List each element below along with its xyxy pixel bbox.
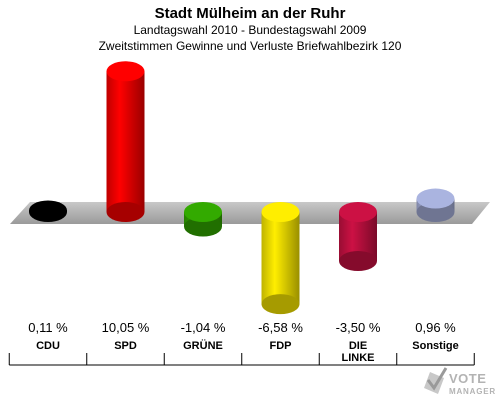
chart-subtitle-line-1: Landtagswahl 2010 - Bundestagswahl 2009 xyxy=(134,23,367,37)
vote-manager-logo: VOTE MANAGER xyxy=(424,367,496,396)
bar-0 xyxy=(29,200,67,222)
bar-1 xyxy=(106,61,145,222)
bar-2 xyxy=(184,202,222,237)
bar-bottom-cap-3 xyxy=(261,294,300,315)
category-label-4-1: LINKE xyxy=(342,352,375,364)
value-label-1: 10,05 % xyxy=(102,320,150,335)
logo-text-vote: VOTE xyxy=(449,371,486,386)
ballot-check-icon xyxy=(424,367,448,394)
bar-top-cap-2 xyxy=(184,202,222,222)
bar-body-1 xyxy=(106,71,145,212)
category-label-4-0: DIE xyxy=(349,340,367,352)
category-label-0-0: CDU xyxy=(36,340,60,352)
bar-5 xyxy=(416,188,455,222)
chart-subtitle-line-2: Zweitstimmen Gewinne und Verluste Briefw… xyxy=(99,39,402,53)
value-label-5: 0,96 % xyxy=(415,320,456,335)
category-label-1-0: SPD xyxy=(114,340,137,352)
value-labels-group: 0,11 % 10,05 % -1,04 % -6,58 % -3,50 % 0,96 % xyxy=(28,320,456,335)
bar-top-cap-3 xyxy=(261,202,300,222)
bar-top-cap-4 xyxy=(339,202,377,222)
bar-3 xyxy=(261,202,300,315)
value-label-2: -1,04 % xyxy=(181,320,226,335)
bar-4 xyxy=(339,202,377,271)
category-label-5-0: Sonstige xyxy=(412,340,458,352)
value-label-0: 0,11 % xyxy=(28,320,68,335)
bar-top-cap-5 xyxy=(416,188,455,209)
bar-bottom-cap-2 xyxy=(184,216,222,237)
logo-text-manager: MANAGER xyxy=(449,387,496,396)
chart-title: Stadt Mülheim an der Ruhr xyxy=(155,5,346,22)
bar-top-cap-1 xyxy=(106,61,145,82)
bar-bottom-cap-1 xyxy=(106,202,145,222)
bar-body-3 xyxy=(261,212,300,305)
category-label-2-0: GRÜNE xyxy=(183,339,223,352)
value-label-3: -6,58 % xyxy=(258,320,303,335)
bar-bottom-cap-4 xyxy=(339,251,377,271)
value-label-4: -3,50 % xyxy=(336,320,381,335)
bars-group xyxy=(29,61,455,315)
bar-top-cap-0 xyxy=(29,200,67,221)
category-label-3-0: FDP xyxy=(270,340,292,352)
